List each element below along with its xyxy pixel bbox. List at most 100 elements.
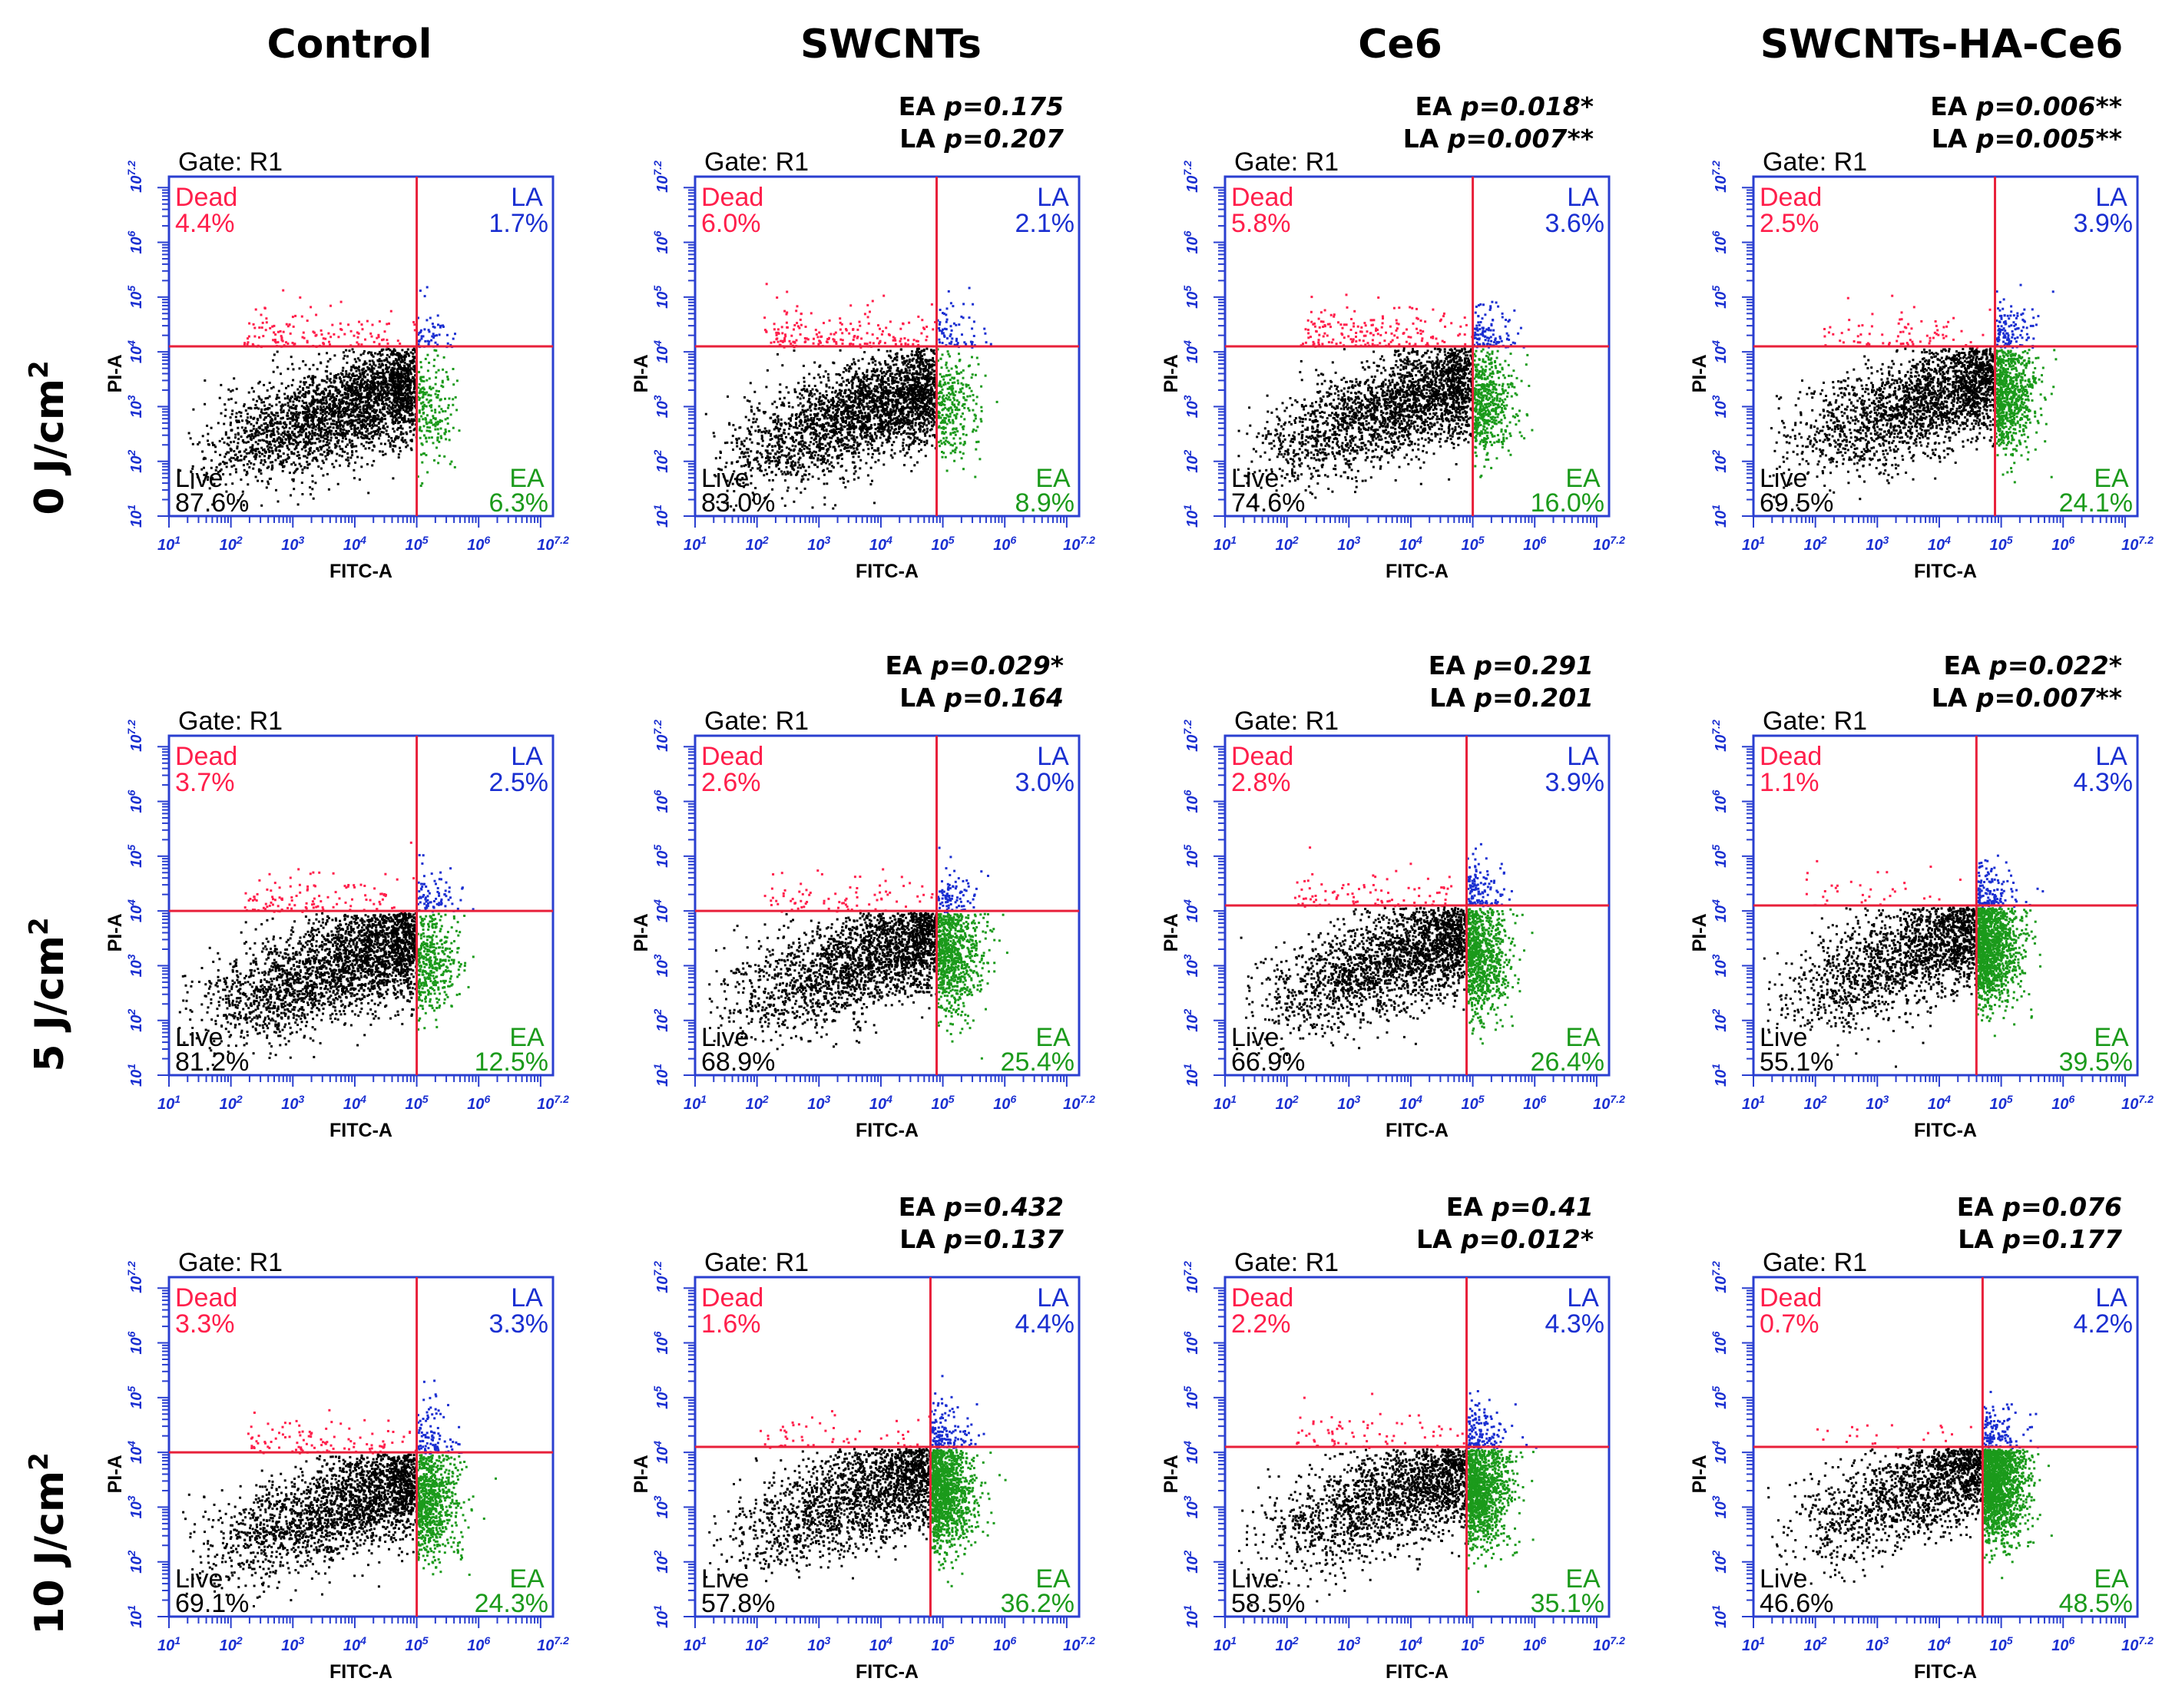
gate-label: Gate: R1 [704,707,809,736]
ea-p-value: EA p=0.175 [899,91,1064,121]
y-tick-label: 102 [125,1008,145,1031]
x-tick-label: 102 [1276,1093,1299,1113]
y-tick-label: 103 [125,395,145,418]
late-quadrant-name: LA [1567,183,1599,212]
plot-frame [167,1276,555,1618]
y-axis-label: PI-A [1161,354,1182,392]
x-axis-label: FITC-A [856,1661,919,1683]
y-tick-label: 104 [125,340,145,363]
y-tick-label: 107.2 [125,720,145,752]
x-tick-label: 107.2 [537,1093,569,1113]
x-tick-label: 105 [1462,534,1485,554]
live-quadrant-name: Live [1231,464,1279,493]
event-dots [1236,842,1534,1064]
x-tick-label: 101 [684,1093,707,1113]
early-quadrant-value: 26.4% [1531,1048,1604,1077]
x-tick-label: 102 [1276,1634,1299,1654]
x-tick-label: 102 [220,1634,243,1654]
la-p-value: LA p=0.164 [899,683,1064,713]
x-tick-label: 107.2 [1593,534,1625,554]
ea-p-value: EA p=0.076 [1957,1192,2122,1222]
y-tick-label: 106 [1181,789,1201,813]
dead-quadrant-value: 2.6% [701,768,761,797]
y-tick-label: 107.2 [651,161,671,193]
early-quadrant-value: 39.5% [2059,1048,2133,1077]
early-quadrant-name: EA [509,464,545,493]
late-quadrant-value: 2.5% [489,768,549,797]
scatter-panel-0-3: EA p=0.006**LA p=0.005** Gate: R1 101 101 10… [1689,91,2154,582]
event-dots [1769,283,2058,507]
x-tick-label: 105 [406,534,429,554]
dead-quadrant-value: 1.1% [1760,768,1819,797]
y-tick-label: 104 [1710,340,1730,363]
live-quadrant-value: 68.9% [701,1048,775,1077]
x-tick-label: 101 [1742,534,1765,554]
y-tick-label: 105 [651,845,671,868]
scatter-panel-2-0: Gate: R1 101 101 102 102 103 103 104 104 105 105 10… [104,1248,569,1683]
live-quadrant-name: Live [175,464,223,493]
x-axis-label: FITC-A [856,561,919,582]
scatter-panel-1-0: Gate: R1 101 101 102 102 103 103 104 104 105 105 10… [104,707,569,1141]
x-tick-label: 103 [1866,534,1889,554]
x-tick-label: 103 [807,1093,830,1113]
column-title-3: SWCNTs-HA-Ce6 [1760,22,2124,68]
event-dots [705,1375,1007,1587]
y-tick-label: 102 [651,449,671,472]
y-tick-label: 103 [1710,954,1730,977]
axis-ticks [684,746,1068,1087]
late-quadrant-value: 3.0% [1015,768,1075,797]
x-tick-label: 107.2 [1593,1093,1625,1113]
live-quadrant-name: Live [1760,1564,1807,1594]
event-dots [1763,854,2045,1068]
x-axis-label: FITC-A [329,1661,392,1683]
late-quadrant-name: LA [1037,742,1069,771]
dead-quadrant-name: Dead [1231,742,1293,771]
y-tick-label: 103 [1710,1495,1730,1518]
axis-ticks [157,746,541,1087]
y-tick-label: 102 [651,1550,671,1573]
y-tick-label: 103 [1181,954,1201,977]
y-tick-label: 101 [1710,1605,1730,1628]
y-tick-label: 102 [651,1008,671,1031]
live-quadrant-value: 57.8% [701,1589,775,1618]
la-p-value: LA p=0.007** [1932,683,2122,713]
x-tick-label: 107.2 [1063,1093,1095,1113]
x-tick-label: 105 [932,1093,955,1113]
dead-quadrant-value: 3.7% [175,768,235,797]
early-quadrant-name: EA [2094,464,2129,493]
la-p-value: LA p=0.012* [1416,1224,1594,1254]
x-tick-label: 106 [467,534,490,554]
gate-label: Gate: R1 [1234,147,1339,177]
ea-p-value: EA p=0.029* [886,650,1065,680]
x-tick-label: 105 [1462,1093,1485,1113]
event-dots [704,283,998,510]
live-quadrant-value: 69.1% [175,1589,249,1618]
late-quadrant-value: 4.3% [2074,768,2134,797]
x-tick-label: 105 [932,1634,955,1654]
y-tick-label: 105 [1710,286,1730,309]
x-tick-label: 106 [993,534,1016,554]
x-tick-label: 105 [932,534,955,554]
y-tick-label: 103 [1710,395,1730,418]
x-tick-label: 104 [1399,1634,1422,1654]
y-tick-label: 107.2 [125,1261,145,1293]
y-tick-label: 106 [125,1331,145,1354]
x-tick-label: 106 [467,1093,490,1113]
x-tick-label: 106 [1523,1093,1546,1113]
late-quadrant-value: 4.3% [1545,1309,1605,1339]
late-quadrant-name: LA [2095,742,2127,771]
y-tick-label: 103 [1181,1495,1201,1518]
y-tick-label: 106 [1181,230,1201,253]
late-quadrant-value: 4.2% [2074,1309,2134,1339]
late-quadrant-name: LA [1037,1283,1069,1312]
late-quadrant-name: LA [1037,183,1069,212]
dead-quadrant-value: 2.5% [1760,209,1819,238]
dead-quadrant-name: Dead [701,183,763,212]
gate-label: Gate: R1 [178,707,283,736]
late-quadrant-value: 3.9% [1545,768,1605,797]
dead-quadrant-name: Dead [1760,742,1822,771]
y-tick-label: 107.2 [1710,720,1730,752]
y-tick-label: 103 [651,1495,671,1518]
